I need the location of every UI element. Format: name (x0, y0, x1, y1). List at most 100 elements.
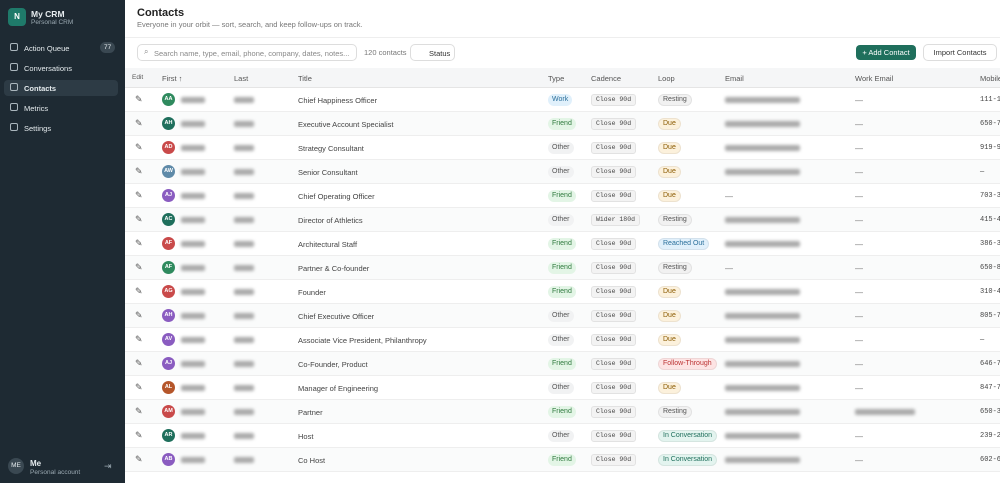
column-header[interactable]: Last (234, 74, 249, 83)
edit-icon[interactable]: ✎ (135, 406, 143, 416)
nav-item[interactable]: Conversations (4, 60, 118, 76)
blurred-name (234, 169, 254, 175)
title: Manager of Engineering (298, 384, 379, 393)
nav-icon (10, 63, 18, 71)
edit-icon[interactable]: ✎ (135, 214, 143, 224)
type-pill: Friend (548, 358, 576, 370)
logout[interactable]: ⇥ (104, 461, 112, 471)
type-pill: Friend (548, 262, 576, 274)
column-header[interactable]: Mobile (980, 74, 1000, 83)
sidebar: N My CRM Personal CRM ME Me Personal acc… (0, 0, 125, 483)
edit-icon[interactable]: ✎ (135, 118, 143, 128)
table-row[interactable]: ✎ AJ Chief Operating Officer Friend Close 90… (125, 184, 1000, 208)
table-row[interactable]: ✎ AV Associate Vice President, Philanthrop… (125, 328, 1000, 352)
blurred-name (181, 169, 205, 175)
blurred-email (725, 433, 800, 439)
edit-icon[interactable]: ✎ (135, 334, 143, 344)
blurred-name (181, 337, 205, 343)
blurred-name (181, 457, 205, 463)
blurred-name (234, 337, 254, 343)
title: Executive Account Specialist (298, 120, 394, 129)
table-row[interactable]: ✎ AJ Co-Founder, Product Friend Close 90d Fol… (125, 352, 1000, 376)
table-row[interactable]: ✎ AG Founder Friend Close 90d Due — 310-43 (125, 280, 1000, 304)
email: — (725, 192, 733, 201)
edit-icon[interactable]: ✎ (135, 430, 143, 440)
work-email: — (855, 456, 863, 465)
blurred-name (234, 361, 254, 367)
logo: N (8, 8, 26, 26)
mobile: 239-29 (980, 432, 1000, 440)
edit-icon[interactable]: ✎ (135, 286, 143, 296)
type-pill: Other (548, 214, 574, 226)
title: Founder (298, 288, 326, 297)
work-email: — (855, 312, 863, 321)
title: Co-Founder, Product (298, 360, 368, 369)
work-email: — (855, 120, 863, 129)
edit-icon[interactable]: ✎ (135, 238, 143, 248)
add-contact-button[interactable]: + Add Contact (856, 45, 916, 60)
work-email: — (855, 96, 863, 105)
table-row[interactable]: ✎ AW Senior Consultant Other Close 90d Due — — (125, 160, 1000, 184)
column-header[interactable]: Work Email (855, 74, 894, 83)
mobile: 919-96 (980, 144, 1000, 152)
edit-icon[interactable]: ✎ (135, 382, 143, 392)
table-row[interactable]: ✎ AF Partner & Co-founder Friend Close 90d Re… (125, 256, 1000, 280)
edit-icon[interactable]: ✎ (135, 454, 143, 464)
edit-icon[interactable]: ✎ (135, 310, 143, 320)
status-filter[interactable]: Status (410, 44, 455, 61)
loop-pill: Resting (658, 262, 692, 274)
avatar: AJ (162, 357, 175, 370)
nav-item[interactable]: Contacts (4, 80, 118, 96)
column-header[interactable]: Edit (132, 74, 144, 81)
nav-label: Metrics (24, 104, 49, 113)
column-header[interactable]: Type (548, 74, 565, 83)
blurred-name (234, 433, 254, 439)
blurred-name (181, 433, 205, 439)
search-box[interactable]: ⌕ Search name, type, email, phone, compa… (137, 44, 357, 61)
table-row[interactable]: ✎ AC Director of Athletics Other Wider 180d R… (125, 208, 1000, 232)
blurred-name (181, 313, 205, 319)
blurred-email (725, 289, 800, 295)
nav-item[interactable]: Action Queue 77 (4, 40, 118, 56)
loop-pill: Resting (658, 214, 692, 226)
edit-icon[interactable]: ✎ (135, 262, 143, 272)
column-header[interactable]: First ↑ (162, 74, 183, 83)
table-row[interactable]: ✎ AA Chief Happiness Officer Work Close 90d R… (125, 88, 1000, 112)
cadence-pill: Close 90d (591, 334, 637, 346)
avatar: AA (162, 93, 175, 106)
type-pill: Other (548, 310, 574, 322)
loop-pill: Reached Out (658, 238, 710, 250)
table-row[interactable]: ✎ AB Co Host Friend Close 90d In Conversation… (125, 448, 1000, 472)
loop-pill: Due (658, 166, 681, 178)
column-header[interactable]: Loop (658, 74, 675, 83)
edit-icon[interactable]: ✎ (135, 166, 143, 176)
mobile: — (980, 336, 985, 344)
edit-icon[interactable]: ✎ (135, 358, 143, 368)
loop-pill: Due (658, 334, 681, 346)
type-pill: Other (548, 334, 574, 346)
nav-item[interactable]: Metrics (4, 100, 118, 116)
blurred-email (725, 241, 800, 247)
nav-item[interactable]: Settings (4, 120, 118, 136)
table-row[interactable]: ✎ AL Manager of Engineering Other Close 90d D… (125, 376, 1000, 400)
work-email: — (855, 192, 863, 201)
edit-icon[interactable]: ✎ (135, 94, 143, 104)
table-row[interactable]: ✎ AR Host Other Close 90d In Conversation — 239… (125, 424, 1000, 448)
column-header[interactable]: Title (298, 74, 312, 83)
edit-icon[interactable]: ✎ (135, 142, 143, 152)
page-title: Contacts (137, 7, 185, 19)
table-row[interactable]: ✎ AD Strategy Consultant Other Close 90d Due —… (125, 136, 1000, 160)
table-row[interactable]: ✎ AF Architectural Staff Friend Close 90d Rea… (125, 232, 1000, 256)
import-button[interactable]: Import Contacts (923, 44, 997, 61)
table-row[interactable]: ✎ AH Executive Account Specialist Friend Clo… (125, 112, 1000, 136)
cadence-pill: Close 90d (591, 166, 637, 178)
work-email: — (855, 216, 863, 225)
column-header[interactable]: Cadence (591, 74, 622, 83)
table-row[interactable]: ✎ AM Partner Friend Close 90d Resting 650-36 (125, 400, 1000, 424)
column-header[interactable]: Email (725, 74, 744, 83)
table-row[interactable]: ✎ AH Chief Executive Officer Other Close 90d… (125, 304, 1000, 328)
avatar: AB (162, 453, 175, 466)
avatar: AH (162, 117, 175, 130)
edit-icon[interactable]: ✎ (135, 190, 143, 200)
title: Director of Athletics (298, 216, 363, 225)
